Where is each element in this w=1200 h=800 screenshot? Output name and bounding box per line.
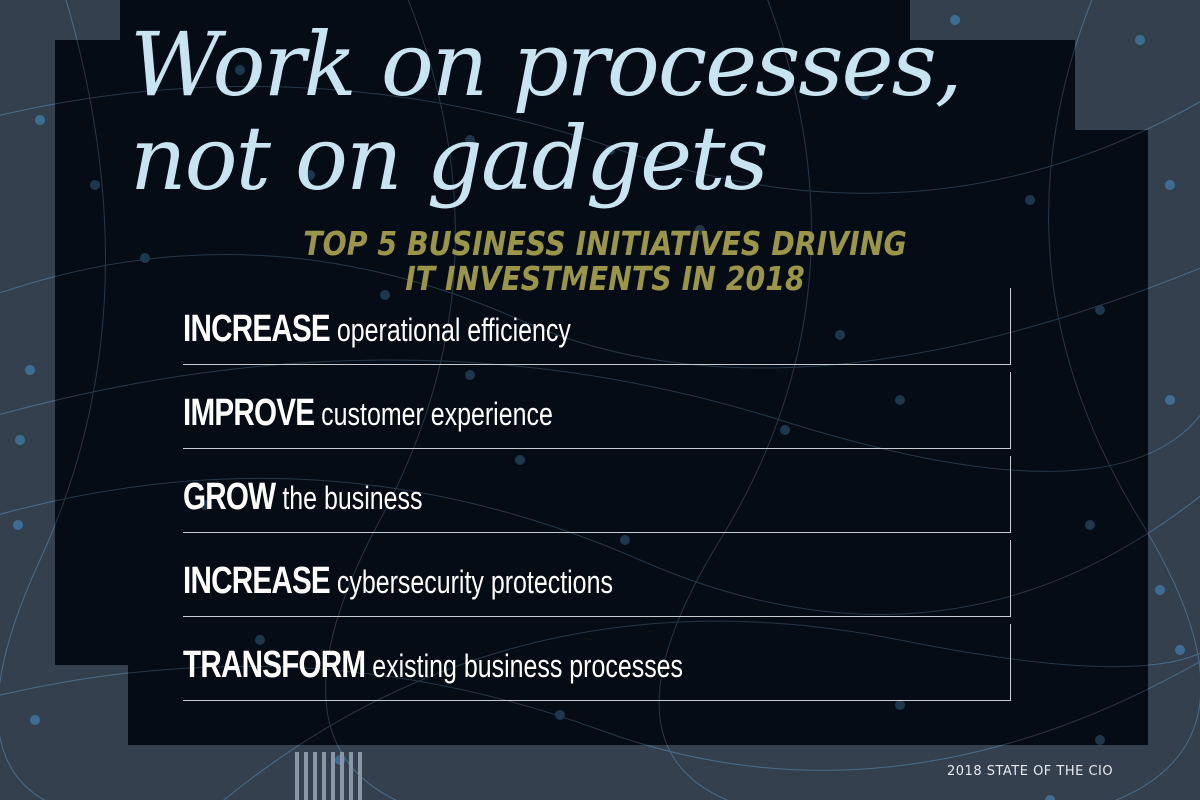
headline-line-1: Work on processes, [130,13,963,116]
network-node [1085,520,1095,530]
network-node [13,520,23,530]
network-line [0,477,1200,615]
dark-panel-front [128,130,1148,745]
footer-credit: 2018 STATE OF THE CIO [947,764,1114,779]
network-node [15,435,25,445]
network-node [860,90,870,100]
network-node [15,435,25,445]
network-node [950,15,960,25]
network-node [555,710,565,720]
headline: Work on processes, not on gadgets [130,18,963,206]
network-node [25,365,35,375]
initiative-item: IMPROVE customer experience [183,372,1011,449]
network-node [895,395,905,405]
initiative-description: operational efficiency [336,312,571,348]
initiative-item: TRANSFORM existing business processes [183,624,1011,701]
network-line [223,620,1200,800]
network-node [1135,35,1145,45]
network-line [0,85,1200,194]
network-line [1048,0,1200,800]
network-node [1175,645,1185,655]
network-line [0,0,106,800]
network-node [780,425,790,435]
network-node [1095,305,1105,315]
decorative-stripes-bottom [295,752,362,800]
initiative-verb: INCREASE [183,560,331,602]
initiative-verb: TRANSFORM [183,644,366,686]
subhead: TOP 5 BUSINESS INITIATIVES DRIVING IT IN… [274,226,936,296]
network-node [13,520,23,530]
network-node [25,365,35,375]
initiative-verb: IMPROVE [183,392,315,434]
initiative-description: the business [282,480,423,516]
initiative-item: INCREASE cybersecurity protections [183,540,1011,617]
network-node [1165,180,1175,190]
initiative-description: existing business processes [372,648,684,684]
network-node [235,65,245,75]
network-line [0,254,1200,369]
network-node [1135,35,1145,45]
network-line [0,359,1200,472]
network-node [35,115,45,125]
network-node [1175,645,1185,655]
network-node [30,715,40,725]
network-line [658,0,812,800]
network-node [30,715,40,725]
network-node [140,253,150,263]
network-node [620,535,630,545]
network-node [380,290,390,300]
network-node [200,500,210,510]
initiative-verb: INCREASE [183,308,331,350]
subhead-line-1: TOP 5 BUSINESS INITIATIVES DRIVING [303,224,907,263]
dark-panel-top [120,0,910,60]
initiatives-list: INCREASE operational efficiency IMPROVE … [183,288,1011,708]
network-node [90,180,100,190]
network-node [1155,585,1165,595]
initiative-description: cybersecurity protections [336,564,613,600]
initiative-item: GROW the business [183,456,1011,533]
network-node [950,15,960,25]
headline-line-2: not on gadgets [130,107,769,210]
network-node [255,635,265,645]
initiative-item: INCREASE operational efficiency [183,288,1011,365]
network-node [305,170,315,180]
network-node [605,145,615,155]
network-node [1025,195,1035,205]
network-node [835,330,845,340]
network-node [465,135,475,145]
network-node [1165,395,1175,405]
initiative-description: customer experience [321,396,553,432]
network-node [1095,735,1105,745]
network-node [465,370,475,380]
subhead-line-2: IT INVESTMENTS IN 2018 [405,259,805,298]
network-node [515,455,525,465]
network-node [695,225,705,235]
initiative-verb: GROW [183,476,276,518]
network-line [0,660,1200,771]
network-node [1045,795,1055,800]
network-node [895,700,905,710]
network-node [1155,585,1165,595]
network-node [1045,795,1055,800]
network-node [1165,395,1175,405]
network-node [35,115,45,125]
network-node [1165,180,1175,190]
